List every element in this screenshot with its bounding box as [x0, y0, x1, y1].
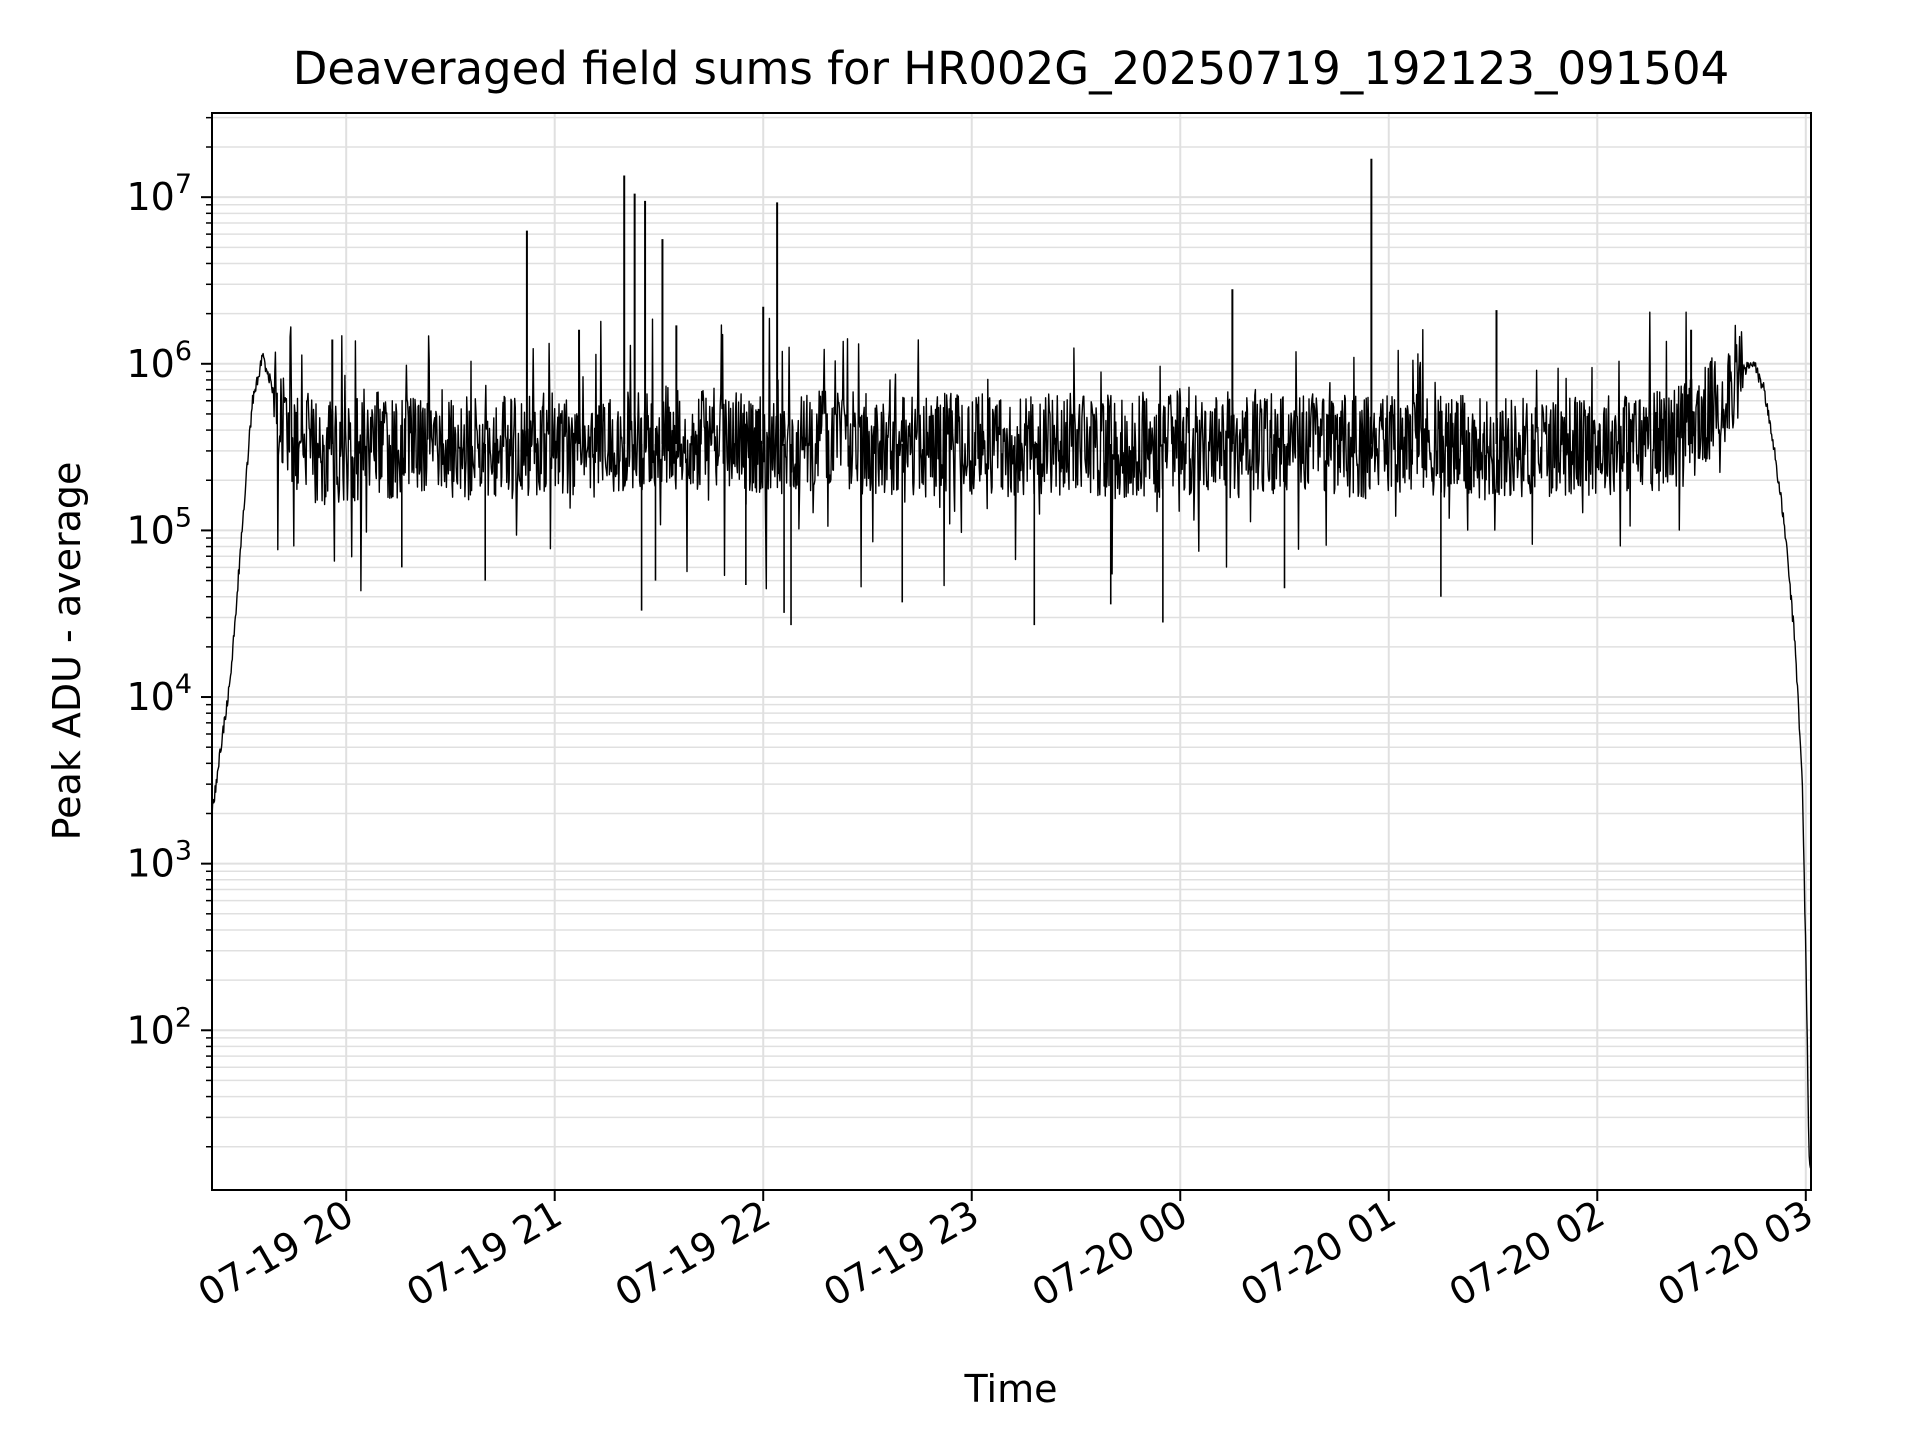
y-tick-label: 104 — [126, 669, 192, 719]
y-tick-label: 103 — [126, 836, 192, 886]
y-axis-label: Peak ADU - average — [45, 462, 89, 841]
axes-frame — [211, 112, 1812, 1191]
data-series-line — [211, 311, 1812, 1170]
y-tick-label: 106 — [126, 336, 192, 386]
data-layer — [211, 158, 1812, 1170]
y-tick-label: 107 — [126, 169, 192, 219]
chart-title: Deaveraged field sums for HR002G_2025071… — [293, 42, 1730, 95]
y-tick-label: 105 — [126, 502, 192, 552]
y-tick-label: 102 — [126, 1002, 192, 1052]
x-axis-label: Time — [964, 1367, 1058, 1411]
